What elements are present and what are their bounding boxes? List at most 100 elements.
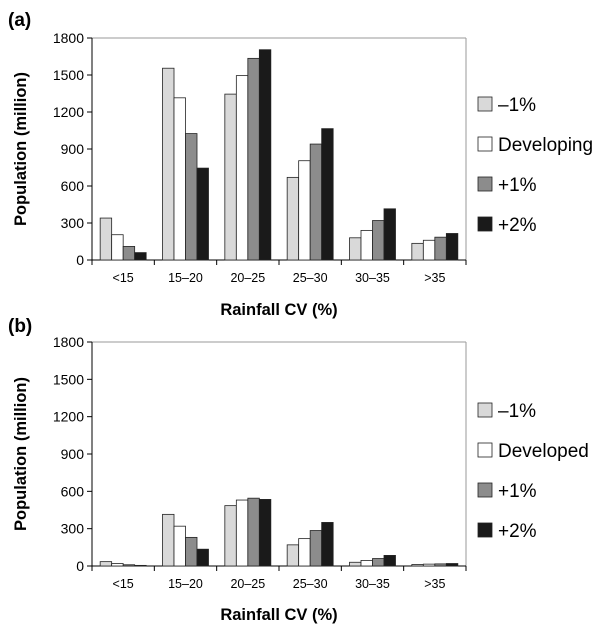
- bar: [135, 565, 147, 566]
- y-tick-label: 300: [61, 215, 85, 231]
- y-tick-label: 1800: [53, 30, 84, 46]
- bar: [163, 68, 175, 260]
- legend-label: +1%: [498, 175, 537, 196]
- x-tick-label: <15: [113, 577, 134, 591]
- x-axis-title: Rainfall CV (%): [220, 606, 337, 624]
- legend-swatch: [478, 217, 492, 231]
- y-axis-title: Population (million): [12, 72, 30, 226]
- bar: [322, 129, 334, 260]
- bar: [384, 555, 396, 566]
- legend-swatch: [478, 403, 492, 417]
- bar: [373, 559, 385, 566]
- legend-label: –1%: [498, 95, 536, 116]
- bar: [287, 545, 299, 566]
- bar: [435, 237, 447, 260]
- bar: [186, 537, 198, 566]
- legend-swatch: [478, 97, 492, 111]
- bar: [299, 539, 311, 566]
- panel-label: (a): [8, 10, 31, 31]
- bar: [259, 499, 271, 566]
- chart-panel-a: (a) 0 300 600 900 1200 1500 1800 <15 15–20 20–25 25…: [8, 10, 593, 319]
- bar: [197, 549, 209, 566]
- bar: [412, 243, 424, 260]
- bar: [373, 221, 385, 260]
- bar: [446, 233, 458, 260]
- bar: [299, 161, 311, 260]
- x-tick-label: <15: [113, 271, 134, 285]
- legend-swatch: [478, 177, 492, 191]
- bar: [350, 238, 362, 260]
- x-tick-label: 20–25: [230, 577, 265, 591]
- x-axis-title: Rainfall CV (%): [220, 301, 337, 319]
- bar: [174, 98, 186, 260]
- legend-swatch: [478, 443, 492, 457]
- bar: [174, 526, 186, 566]
- bar: [236, 500, 248, 566]
- y-tick-label: 1200: [53, 104, 84, 120]
- legend-label: –1%: [498, 401, 536, 422]
- y-tick-label: 900: [61, 446, 85, 462]
- legend: –1% Developing +1% +2%: [478, 95, 593, 236]
- legend: –1% Developed +1% +2%: [478, 401, 589, 542]
- x-tick-label: 15–20: [168, 271, 203, 285]
- chart-panel-b: (b) 0 300 600 900 1200 1500 1800 <15 15–20 20–25 25…: [8, 316, 589, 624]
- x-tick-label: 25–30: [293, 577, 328, 591]
- panel-label: (b): [8, 316, 32, 337]
- legend-swatch: [478, 137, 492, 151]
- x-tick-label: >35: [424, 271, 445, 285]
- legend-label: Developed: [498, 441, 589, 462]
- bar: [135, 253, 147, 260]
- legend-label: +2%: [498, 521, 537, 542]
- bar: [248, 498, 259, 566]
- x-tick-label: 30–35: [355, 577, 390, 591]
- bar: [423, 564, 435, 566]
- y-tick-label: 600: [61, 483, 85, 499]
- bar: [259, 50, 271, 260]
- bar: [435, 564, 447, 566]
- y-tick-label: 300: [61, 521, 85, 537]
- bar: [100, 218, 112, 260]
- legend-swatch: [478, 483, 492, 497]
- bar: [423, 240, 435, 260]
- bar: [123, 246, 134, 260]
- y-tick-label: 0: [76, 252, 84, 268]
- y-tick-label: 0: [76, 558, 84, 574]
- bar: [225, 506, 237, 566]
- legend-swatch: [478, 523, 492, 537]
- bar: [197, 168, 209, 260]
- legend-label: +2%: [498, 215, 537, 236]
- bar: [384, 209, 396, 260]
- bar: [310, 144, 322, 260]
- bar: [310, 531, 322, 566]
- bar: [123, 565, 134, 566]
- x-tick-label: 20–25: [230, 271, 265, 285]
- bar: [236, 76, 248, 260]
- bar: [412, 565, 424, 566]
- y-tick-label: 1200: [53, 409, 84, 425]
- bar: [361, 560, 373, 566]
- legend-label: +1%: [498, 481, 537, 502]
- y-tick-label: 1800: [53, 334, 84, 350]
- bar: [322, 522, 334, 566]
- y-tick-label: 600: [61, 178, 85, 194]
- bar: [446, 564, 458, 566]
- legend-label: Developing: [498, 135, 593, 156]
- y-axis-title: Population (million): [12, 377, 30, 531]
- x-tick-label: 15–20: [168, 577, 203, 591]
- y-tick-label: 900: [61, 141, 85, 157]
- y-tick-label: 1500: [53, 67, 84, 83]
- bar: [248, 58, 259, 260]
- bar: [350, 562, 362, 566]
- x-tick-label: 30–35: [355, 271, 390, 285]
- x-tick-label: 25–30: [293, 271, 328, 285]
- bar: [112, 564, 124, 566]
- bar: [186, 134, 198, 260]
- bar: [225, 94, 237, 260]
- y-tick-label: 1500: [53, 371, 84, 387]
- bar: [361, 230, 373, 260]
- bar: [100, 562, 112, 566]
- x-tick-label: >35: [424, 577, 445, 591]
- bar: [112, 235, 124, 260]
- bar: [287, 177, 299, 260]
